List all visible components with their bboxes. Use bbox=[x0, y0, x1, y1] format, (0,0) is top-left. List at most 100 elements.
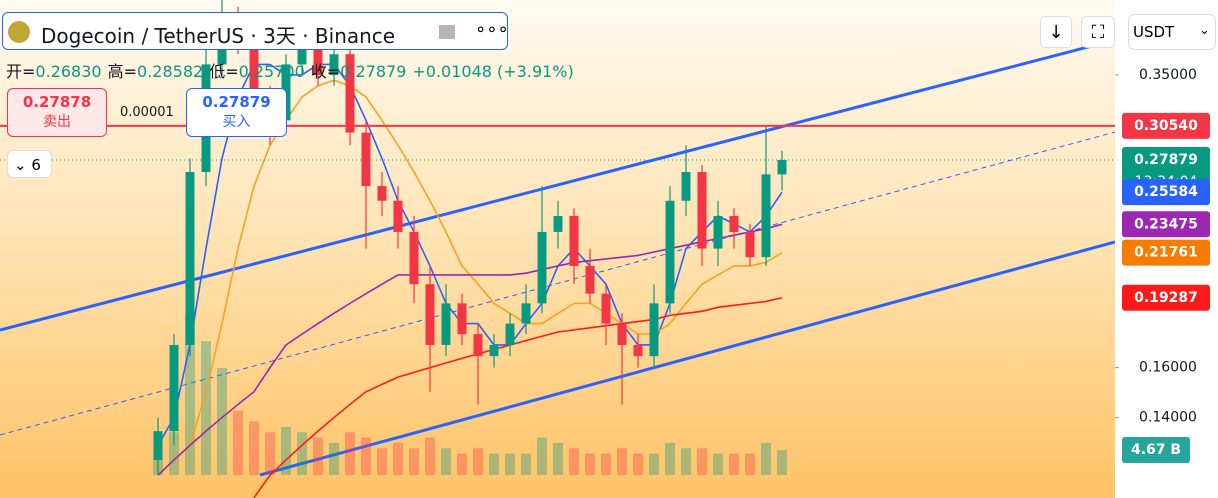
ohlc-label: 开= bbox=[6, 62, 36, 81]
sell-price: 0.27878 bbox=[22, 93, 92, 111]
candle-body bbox=[633, 344, 643, 357]
ohlc-row: 开=0.26830 高=0.28582 低=0.25700 收=0.27879 +0.0… bbox=[6, 58, 574, 82]
volume-bar bbox=[473, 448, 483, 475]
price-label-box bbox=[1122, 284, 1210, 311]
ohlc-value: 0.26830 bbox=[35, 62, 102, 81]
candle-body bbox=[649, 303, 659, 357]
volume-bar bbox=[665, 442, 675, 475]
candle-body bbox=[713, 216, 723, 249]
indicators-toggle[interactable]: ⌄ 6 bbox=[7, 150, 52, 178]
volume-label: 4.67 B bbox=[1131, 442, 1181, 458]
candle-body bbox=[297, 44, 307, 65]
ohlc-label: 收= bbox=[310, 62, 341, 81]
price-label: 0.21761 bbox=[1134, 245, 1198, 261]
volume-bar bbox=[249, 421, 259, 475]
volume-bar bbox=[601, 453, 611, 475]
candle-body bbox=[249, 44, 259, 97]
candle-body bbox=[457, 303, 467, 335]
candle-body bbox=[409, 231, 419, 285]
price-label: 0.30540 bbox=[1134, 118, 1198, 134]
download-button[interactable]: ↓ bbox=[1040, 16, 1072, 48]
moving-average bbox=[253, 296, 783, 498]
volume-bar bbox=[633, 453, 643, 475]
volume-bar bbox=[409, 448, 419, 475]
candle-body bbox=[617, 323, 627, 345]
volume-bar bbox=[217, 368, 227, 475]
candle-body bbox=[489, 344, 499, 357]
volume-bar bbox=[329, 442, 339, 475]
sell-label: 卖出 bbox=[43, 114, 71, 130]
symbol-title: Dogecoin / TetherUS · 3天 · Binance bbox=[41, 24, 396, 48]
price-label: 0.19287 bbox=[1134, 290, 1198, 306]
candle-body bbox=[729, 216, 739, 232]
moving-average bbox=[157, 63, 783, 446]
candle-body bbox=[601, 293, 611, 324]
volume-bar bbox=[297, 432, 307, 475]
volume-bar bbox=[697, 448, 707, 475]
buy-button[interactable]: 0.27879 买入 bbox=[186, 88, 287, 137]
ohlc-value: 0.27879 bbox=[340, 62, 407, 81]
y-tick-label: 0.35000 bbox=[1139, 67, 1197, 83]
candle-body bbox=[361, 132, 371, 187]
candle-body bbox=[761, 174, 771, 258]
price-label-box bbox=[1122, 179, 1210, 206]
volume-bar bbox=[361, 437, 371, 475]
price-label-box bbox=[1122, 211, 1210, 238]
channel-mid bbox=[0, 131, 1115, 436]
volume-bar bbox=[729, 453, 739, 475]
buy-price: 0.27879 bbox=[202, 93, 271, 111]
channel-lower bbox=[259, 240, 1115, 477]
ohlc-label: 低= bbox=[209, 62, 239, 81]
volume-bar bbox=[393, 442, 403, 475]
volume-bar bbox=[265, 432, 275, 475]
plot-area bbox=[0, 0, 1115, 498]
volume-label-box bbox=[1122, 437, 1190, 464]
flag-icon bbox=[439, 25, 455, 39]
volume-bar bbox=[745, 453, 755, 475]
candle-body bbox=[153, 431, 163, 460]
volume-bar bbox=[761, 442, 771, 475]
price-label: 0.27879 bbox=[1134, 152, 1198, 168]
price-label-box bbox=[1122, 239, 1210, 266]
candle-body bbox=[665, 200, 675, 304]
candle-body bbox=[569, 216, 579, 266]
candle-body bbox=[345, 54, 355, 133]
volume-bar bbox=[537, 437, 547, 475]
currency: USDT bbox=[1133, 23, 1175, 41]
volume-bar bbox=[313, 437, 323, 475]
candle-body bbox=[313, 44, 323, 75]
fullscreen-button[interactable]: ⛶ bbox=[1081, 16, 1115, 48]
volume-bar bbox=[425, 437, 435, 475]
candle-body bbox=[185, 171, 195, 345]
buy-label: 买入 bbox=[222, 114, 251, 130]
currency-select[interactable]: USDT ⌄ bbox=[1128, 14, 1216, 50]
change: +0.01048 (+3.91%) bbox=[412, 62, 574, 81]
candle-body bbox=[681, 171, 691, 201]
candle-body bbox=[329, 54, 339, 75]
indicator-count: 6 bbox=[31, 156, 41, 174]
candle-body bbox=[393, 200, 403, 232]
volume-bar bbox=[201, 341, 211, 475]
candle-body bbox=[169, 344, 179, 432]
symbol-box[interactable]: Dogecoin / TetherUS · 3天 · Binance ∘∘∘ bbox=[2, 12, 509, 50]
candle-body bbox=[585, 265, 595, 294]
candle-body bbox=[521, 303, 531, 324]
volume-bar bbox=[345, 432, 355, 475]
dropdown-arrow: ⌄ bbox=[1199, 23, 1210, 38]
volume-bar bbox=[649, 453, 659, 475]
candle-body bbox=[425, 284, 435, 345]
spread: 0.00001 bbox=[120, 105, 174, 120]
volume-bar bbox=[505, 453, 515, 475]
more-icon[interactable]: ∘∘∘ bbox=[475, 19, 509, 40]
ohlc-value: 0.28582 bbox=[137, 62, 204, 81]
volume-bar bbox=[553, 442, 563, 475]
candle-body bbox=[441, 303, 451, 345]
volume-bar bbox=[585, 453, 595, 475]
ohlc-label: 高= bbox=[107, 62, 138, 81]
volume-bar bbox=[185, 314, 195, 475]
volume-bar bbox=[569, 448, 579, 475]
sell-button[interactable]: 0.27878 卖出 bbox=[7, 88, 107, 137]
volume-bar bbox=[457, 453, 467, 475]
candle-body bbox=[473, 334, 483, 357]
